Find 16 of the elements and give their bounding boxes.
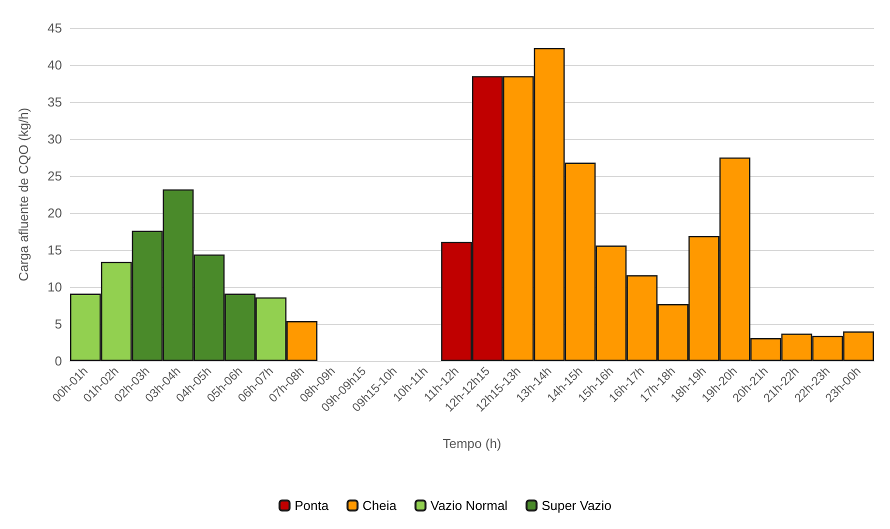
y-tick-label: 25 — [48, 168, 62, 184]
x-axis-title: Tempo (h) — [442, 436, 502, 451]
y-tick-label: 20 — [48, 206, 62, 220]
y-tick-label: 40 — [48, 58, 62, 72]
y-tick-label: 30 — [48, 132, 62, 146]
y-tick-label: 10 — [48, 280, 62, 294]
y-tick-label: 35 — [48, 94, 62, 110]
legend-label: Vazio Normal — [430, 498, 508, 513]
y-axis-title: Carga afluente de CQO (kg/h) — [16, 108, 31, 282]
y-tick-label: 0 — [54, 354, 62, 368]
y-tick-label: 45 — [48, 20, 62, 36]
y-tick-label: 5 — [54, 316, 62, 332]
legend-label: Super Vazio — [542, 498, 612, 513]
legend-label: Ponta — [294, 498, 330, 513]
y-tick-label: 15 — [48, 242, 62, 258]
legend-label: Cheia — [362, 498, 398, 513]
